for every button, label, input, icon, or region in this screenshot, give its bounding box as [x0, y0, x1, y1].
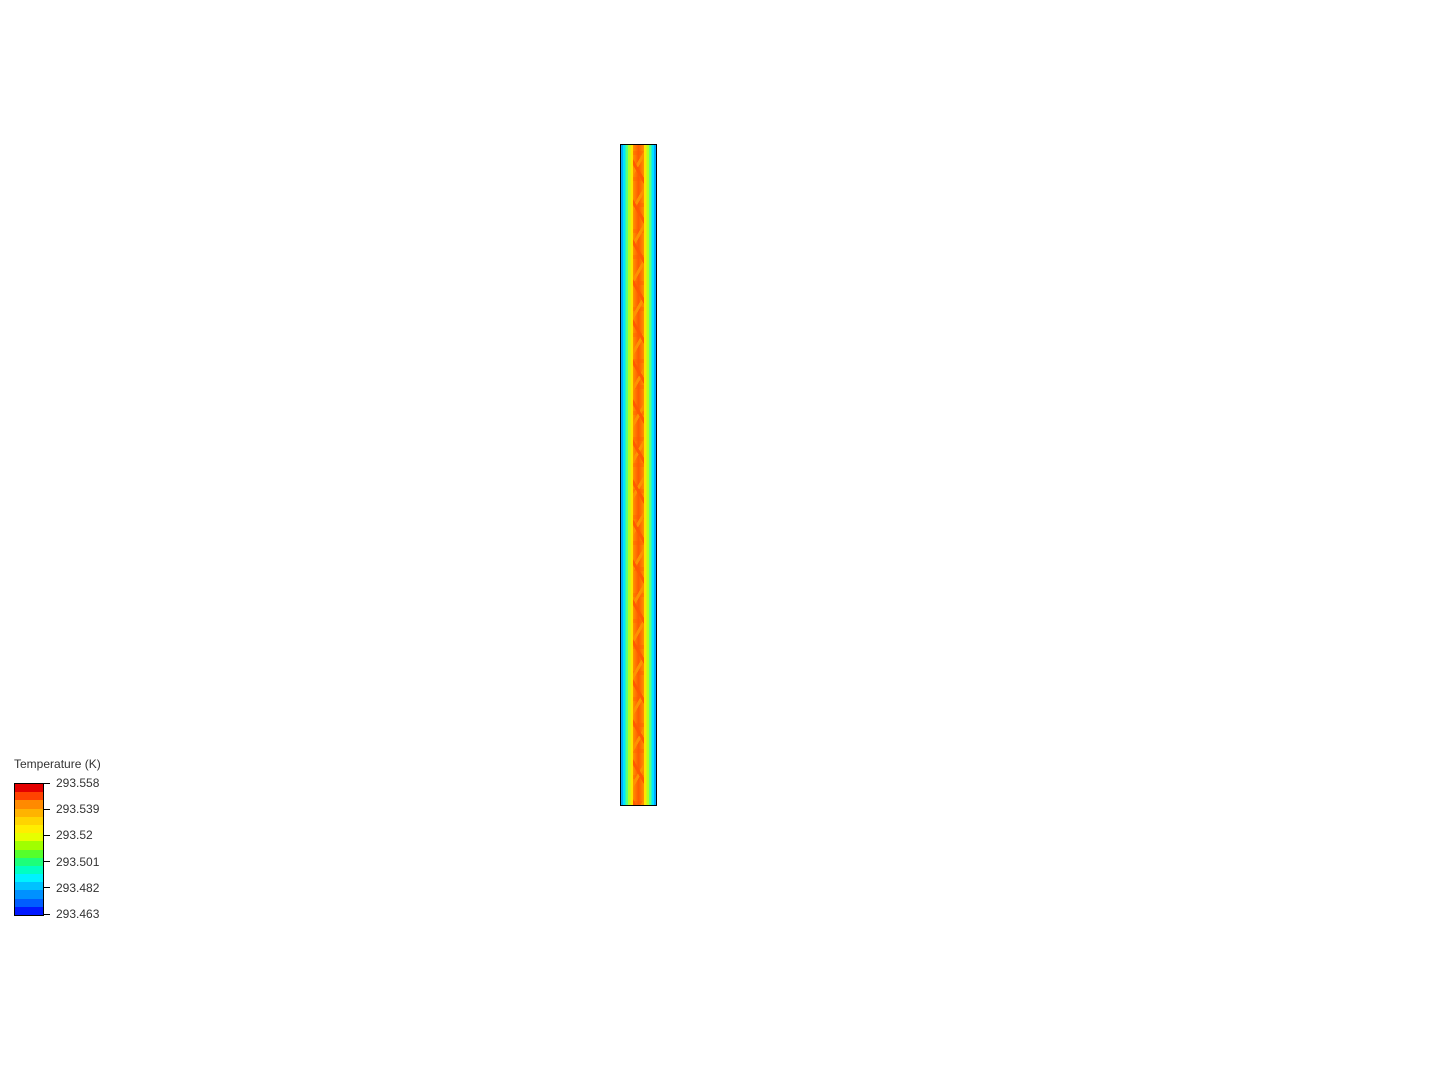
legend-tick-mark: [44, 887, 50, 888]
legend-swatch: [15, 874, 43, 882]
legend-swatch: [15, 882, 43, 890]
color-legend: Temperature (K) 293.558 293.539 293.52 293.…: [14, 757, 124, 916]
legend-tick-label: 293.463: [56, 907, 99, 921]
legend-tick: 293.463: [44, 907, 99, 921]
legend-swatch: [15, 858, 43, 866]
legend-swatch: [15, 866, 43, 874]
temperature-core: [633, 145, 644, 805]
legend-tick-label: 293.482: [56, 881, 99, 895]
temperature-field: [620, 144, 657, 806]
legend-swatch: [15, 841, 43, 849]
legend-tick-mark: [44, 783, 50, 784]
legend-swatch: [15, 809, 43, 817]
legend-colorbar: [14, 783, 44, 916]
legend-swatch: [15, 792, 43, 800]
legend-body: 293.558293.539293.52293.501293.482293.46…: [14, 783, 124, 916]
legend-tick: 293.539: [44, 802, 99, 816]
legend-tick: 293.52: [44, 828, 93, 842]
legend-tick-label: 293.52: [56, 828, 93, 842]
legend-swatch: [15, 800, 43, 808]
legend-tick-mark: [44, 835, 50, 836]
legend-tick: 293.501: [44, 855, 99, 869]
legend-tick-mark: [44, 861, 50, 862]
figure-canvas: Temperature (K) 293.558 293.539 293.52 293.…: [0, 0, 1440, 1080]
legend-tick-label: 293.501: [56, 855, 99, 869]
legend-tick-label: 293.558: [56, 776, 99, 790]
legend-title: Temperature (K): [14, 757, 124, 771]
legend-swatch: [15, 899, 43, 907]
legend-swatch: [15, 850, 43, 858]
legend-tick-mark: [44, 914, 50, 915]
legend-swatch: [15, 825, 43, 833]
legend-swatch: [15, 784, 43, 792]
legend-ticks: 293.558293.539293.52293.501293.482293.46…: [44, 783, 124, 914]
legend-swatch: [15, 907, 43, 915]
legend-swatch: [15, 817, 43, 825]
legend-tick-label: 293.539: [56, 802, 99, 816]
legend-swatch: [15, 833, 43, 841]
legend-tick: 293.558: [44, 776, 99, 790]
legend-tick-mark: [44, 809, 50, 810]
legend-swatch: [15, 890, 43, 898]
legend-tick: 293.482: [44, 881, 99, 895]
